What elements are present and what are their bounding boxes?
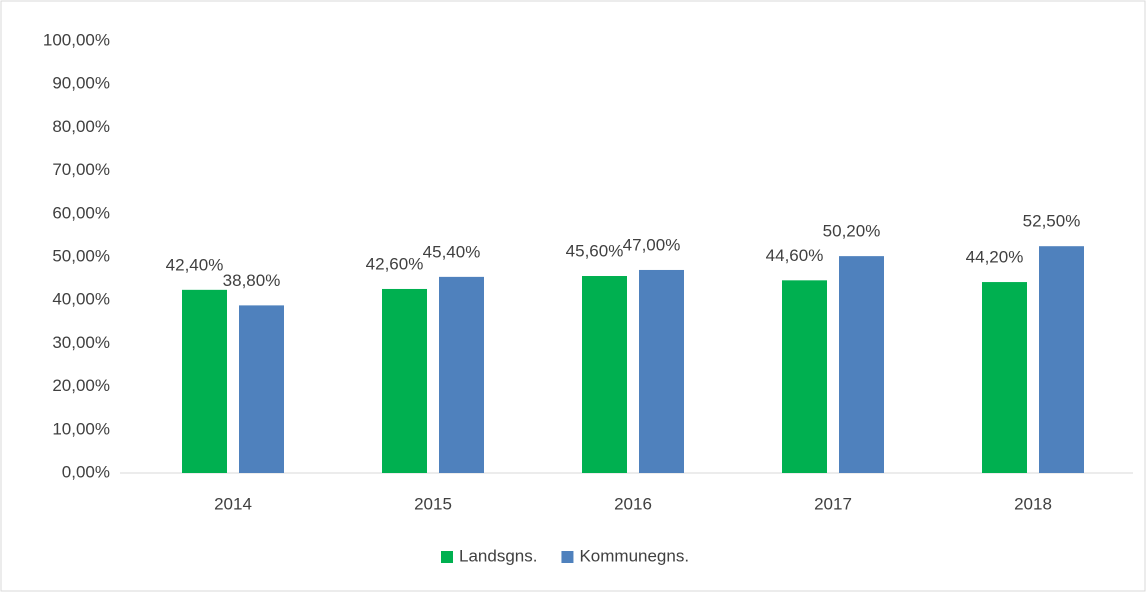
x-tick-label: 2018 <box>1014 494 1052 513</box>
y-tick-label: 80,00% <box>52 117 110 136</box>
data-label: 42,60% <box>366 254 424 273</box>
legend-label: Landsgns. <box>459 546 537 565</box>
bar <box>1039 246 1084 473</box>
y-tick-label: 60,00% <box>52 203 110 222</box>
data-label: 52,50% <box>1023 212 1081 231</box>
bar <box>839 256 884 473</box>
data-label: 44,60% <box>766 246 824 265</box>
data-label: 44,20% <box>966 248 1024 267</box>
data-label: 45,60% <box>566 241 624 260</box>
legend-swatch <box>441 551 453 563</box>
data-label: 45,40% <box>423 242 481 261</box>
y-tick-label: 100,00% <box>43 30 110 49</box>
y-tick-label: 40,00% <box>52 290 110 309</box>
x-tick-label: 2014 <box>214 494 252 513</box>
legend-label: Kommunegns. <box>579 546 689 565</box>
data-label: 47,00% <box>623 235 681 254</box>
y-tick-label: 50,00% <box>52 246 110 265</box>
bar <box>982 282 1027 473</box>
x-tick-label: 2016 <box>614 494 652 513</box>
y-tick-label: 90,00% <box>52 74 110 93</box>
x-tick-label: 2017 <box>814 494 852 513</box>
y-tick-label: 20,00% <box>52 376 110 395</box>
bar <box>439 276 484 473</box>
data-label: 50,20% <box>823 222 881 241</box>
bar <box>582 276 627 473</box>
data-label: 38,80% <box>223 271 281 290</box>
y-tick-label: 30,00% <box>52 333 110 352</box>
bar <box>639 269 684 473</box>
x-tick-label: 2015 <box>414 494 452 513</box>
y-tick-label: 70,00% <box>52 160 110 179</box>
legend-swatch <box>561 551 574 563</box>
bar <box>182 289 227 473</box>
data-label: 42,40% <box>166 255 224 274</box>
y-tick-label: 0,00% <box>62 462 110 481</box>
bar <box>782 280 827 473</box>
y-tick-label: 10,00% <box>52 419 110 438</box>
bar <box>239 305 284 473</box>
bar <box>382 288 427 473</box>
